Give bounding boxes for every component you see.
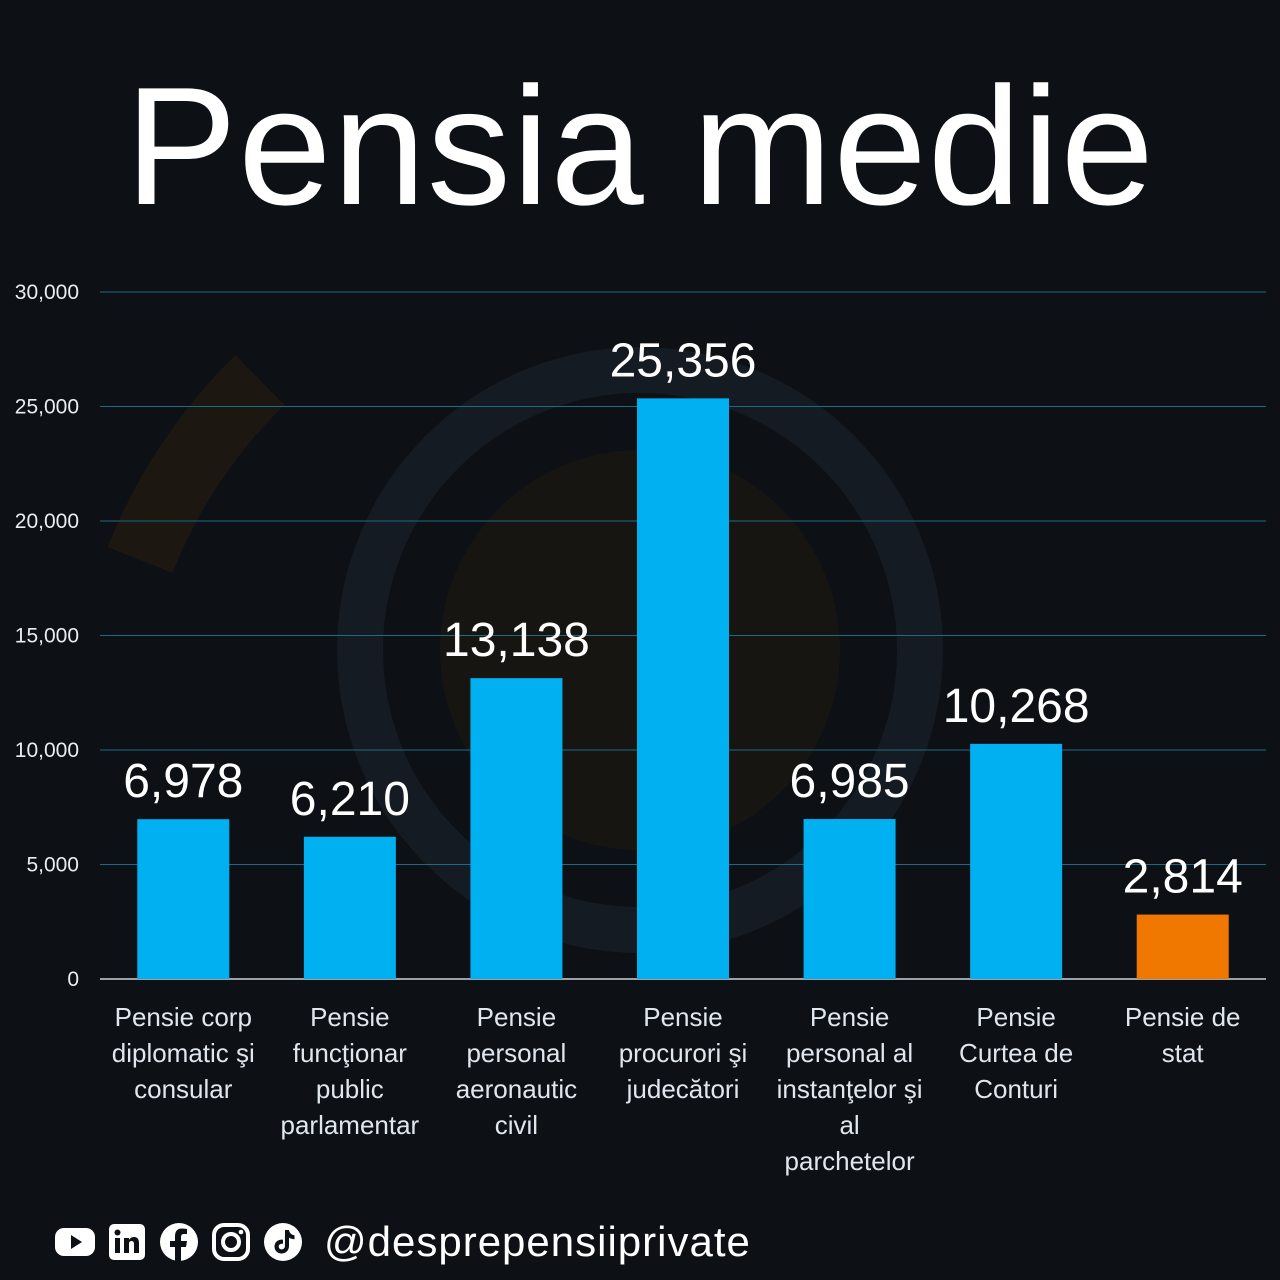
- x-tick-label: Pensie corp diplomatic şi consular: [112, 1002, 255, 1104]
- x-tick-label-line: parchetelor: [785, 1146, 915, 1176]
- x-tick-label: Pensie funcţionar public parlamentar: [280, 1002, 419, 1140]
- x-tick-label-line: judecători: [626, 1074, 740, 1104]
- data-label: 6,985: [790, 755, 910, 808]
- x-tick-label-line: aeronautic: [456, 1074, 577, 1104]
- data-label: 6,978: [123, 755, 243, 808]
- x-tick-label: Pensie personal al instanţelor şi al parchet…: [777, 1002, 923, 1176]
- x-tick-label-line: funcţionar: [293, 1038, 408, 1068]
- data-label: 25,356: [610, 334, 757, 387]
- x-tick-label-line: parlamentar: [280, 1110, 419, 1140]
- social-handle[interactable]: @desprepensiiprivate: [324, 1218, 751, 1265]
- x-tick-label-line: Pensie: [976, 1002, 1056, 1032]
- bar: [137, 819, 230, 979]
- social-footer: @desprepensiiprivate: [54, 1212, 751, 1272]
- x-tick-label-line: Pensie de: [1125, 1002, 1241, 1032]
- instagram-icon[interactable]: [210, 1221, 252, 1263]
- data-label: 2,814: [1123, 851, 1243, 904]
- x-tick-label-line: instanţelor şi: [777, 1074, 923, 1104]
- x-tick-label-line: Pensie: [310, 1002, 390, 1032]
- x-tick-label: Pensie personal aeronautic civil: [456, 1002, 577, 1140]
- x-tick-label-line: al: [839, 1110, 859, 1140]
- bar: [303, 836, 396, 979]
- y-tick-label: 5,000: [26, 854, 79, 877]
- linkedin-icon[interactable]: [106, 1221, 148, 1263]
- youtube-icon[interactable]: [54, 1221, 96, 1263]
- y-tick-label: 25,000: [15, 396, 79, 419]
- y-tick-label: 10,000: [15, 739, 79, 762]
- x-tick-label-line: consular: [134, 1074, 233, 1104]
- facebook-icon[interactable]: [158, 1221, 200, 1263]
- x-tick-label-line: public: [316, 1074, 384, 1104]
- x-tick-label: Pensie Curtea de Conturi: [959, 1002, 1073, 1104]
- bar: [470, 678, 563, 979]
- x-tick-label-line: civil: [495, 1110, 538, 1140]
- x-tick-label-line: personal al: [786, 1038, 913, 1068]
- y-tick-label: 30,000: [15, 281, 79, 304]
- category-labels: Pensie corp diplomatic şi consular Pensie fu…: [112, 1002, 1241, 1176]
- y-tick-label: 0: [67, 968, 79, 991]
- data-label: 13,138: [443, 614, 590, 667]
- bars: [137, 398, 1229, 979]
- x-tick-label-line: Pensie: [810, 1002, 890, 1032]
- x-tick-label: Pensie procurori şi judecători: [619, 1002, 748, 1104]
- value-labels: 6,978 6,210 13,138 25,356 6,985 10,268 2,814: [123, 334, 1243, 903]
- page-title: Pensia medie: [125, 52, 1155, 240]
- bar: [803, 819, 896, 979]
- y-tick-label: 20,000: [15, 510, 79, 533]
- x-tick-label-line: procurori şi: [619, 1038, 748, 1068]
- x-tick-label-line: Pensie corp: [115, 1002, 252, 1032]
- data-label: 6,210: [290, 773, 410, 826]
- bar: [970, 743, 1063, 979]
- data-label: 10,268: [943, 680, 1090, 733]
- x-tick-label-line: Curtea de: [959, 1038, 1073, 1068]
- x-tick-label-line: personal: [467, 1038, 567, 1068]
- tiktok-icon[interactable]: [262, 1221, 304, 1263]
- x-tick-label: Pensie de stat: [1125, 1002, 1241, 1068]
- x-tick-label-line: Pensie: [477, 1002, 557, 1032]
- x-tick-label-line: stat: [1162, 1038, 1205, 1068]
- x-tick-label-line: Pensie: [643, 1002, 723, 1032]
- x-tick-label-line: diplomatic şi: [112, 1038, 255, 1068]
- y-tick-label: 15,000: [15, 625, 79, 648]
- bar: [1136, 914, 1229, 979]
- x-tick-label-line: Conturi: [974, 1074, 1058, 1104]
- bar: [637, 398, 729, 979]
- y-axis-ticks: 0 5,000 10,000 15,000 20,000 25,000 30,000: [15, 281, 79, 991]
